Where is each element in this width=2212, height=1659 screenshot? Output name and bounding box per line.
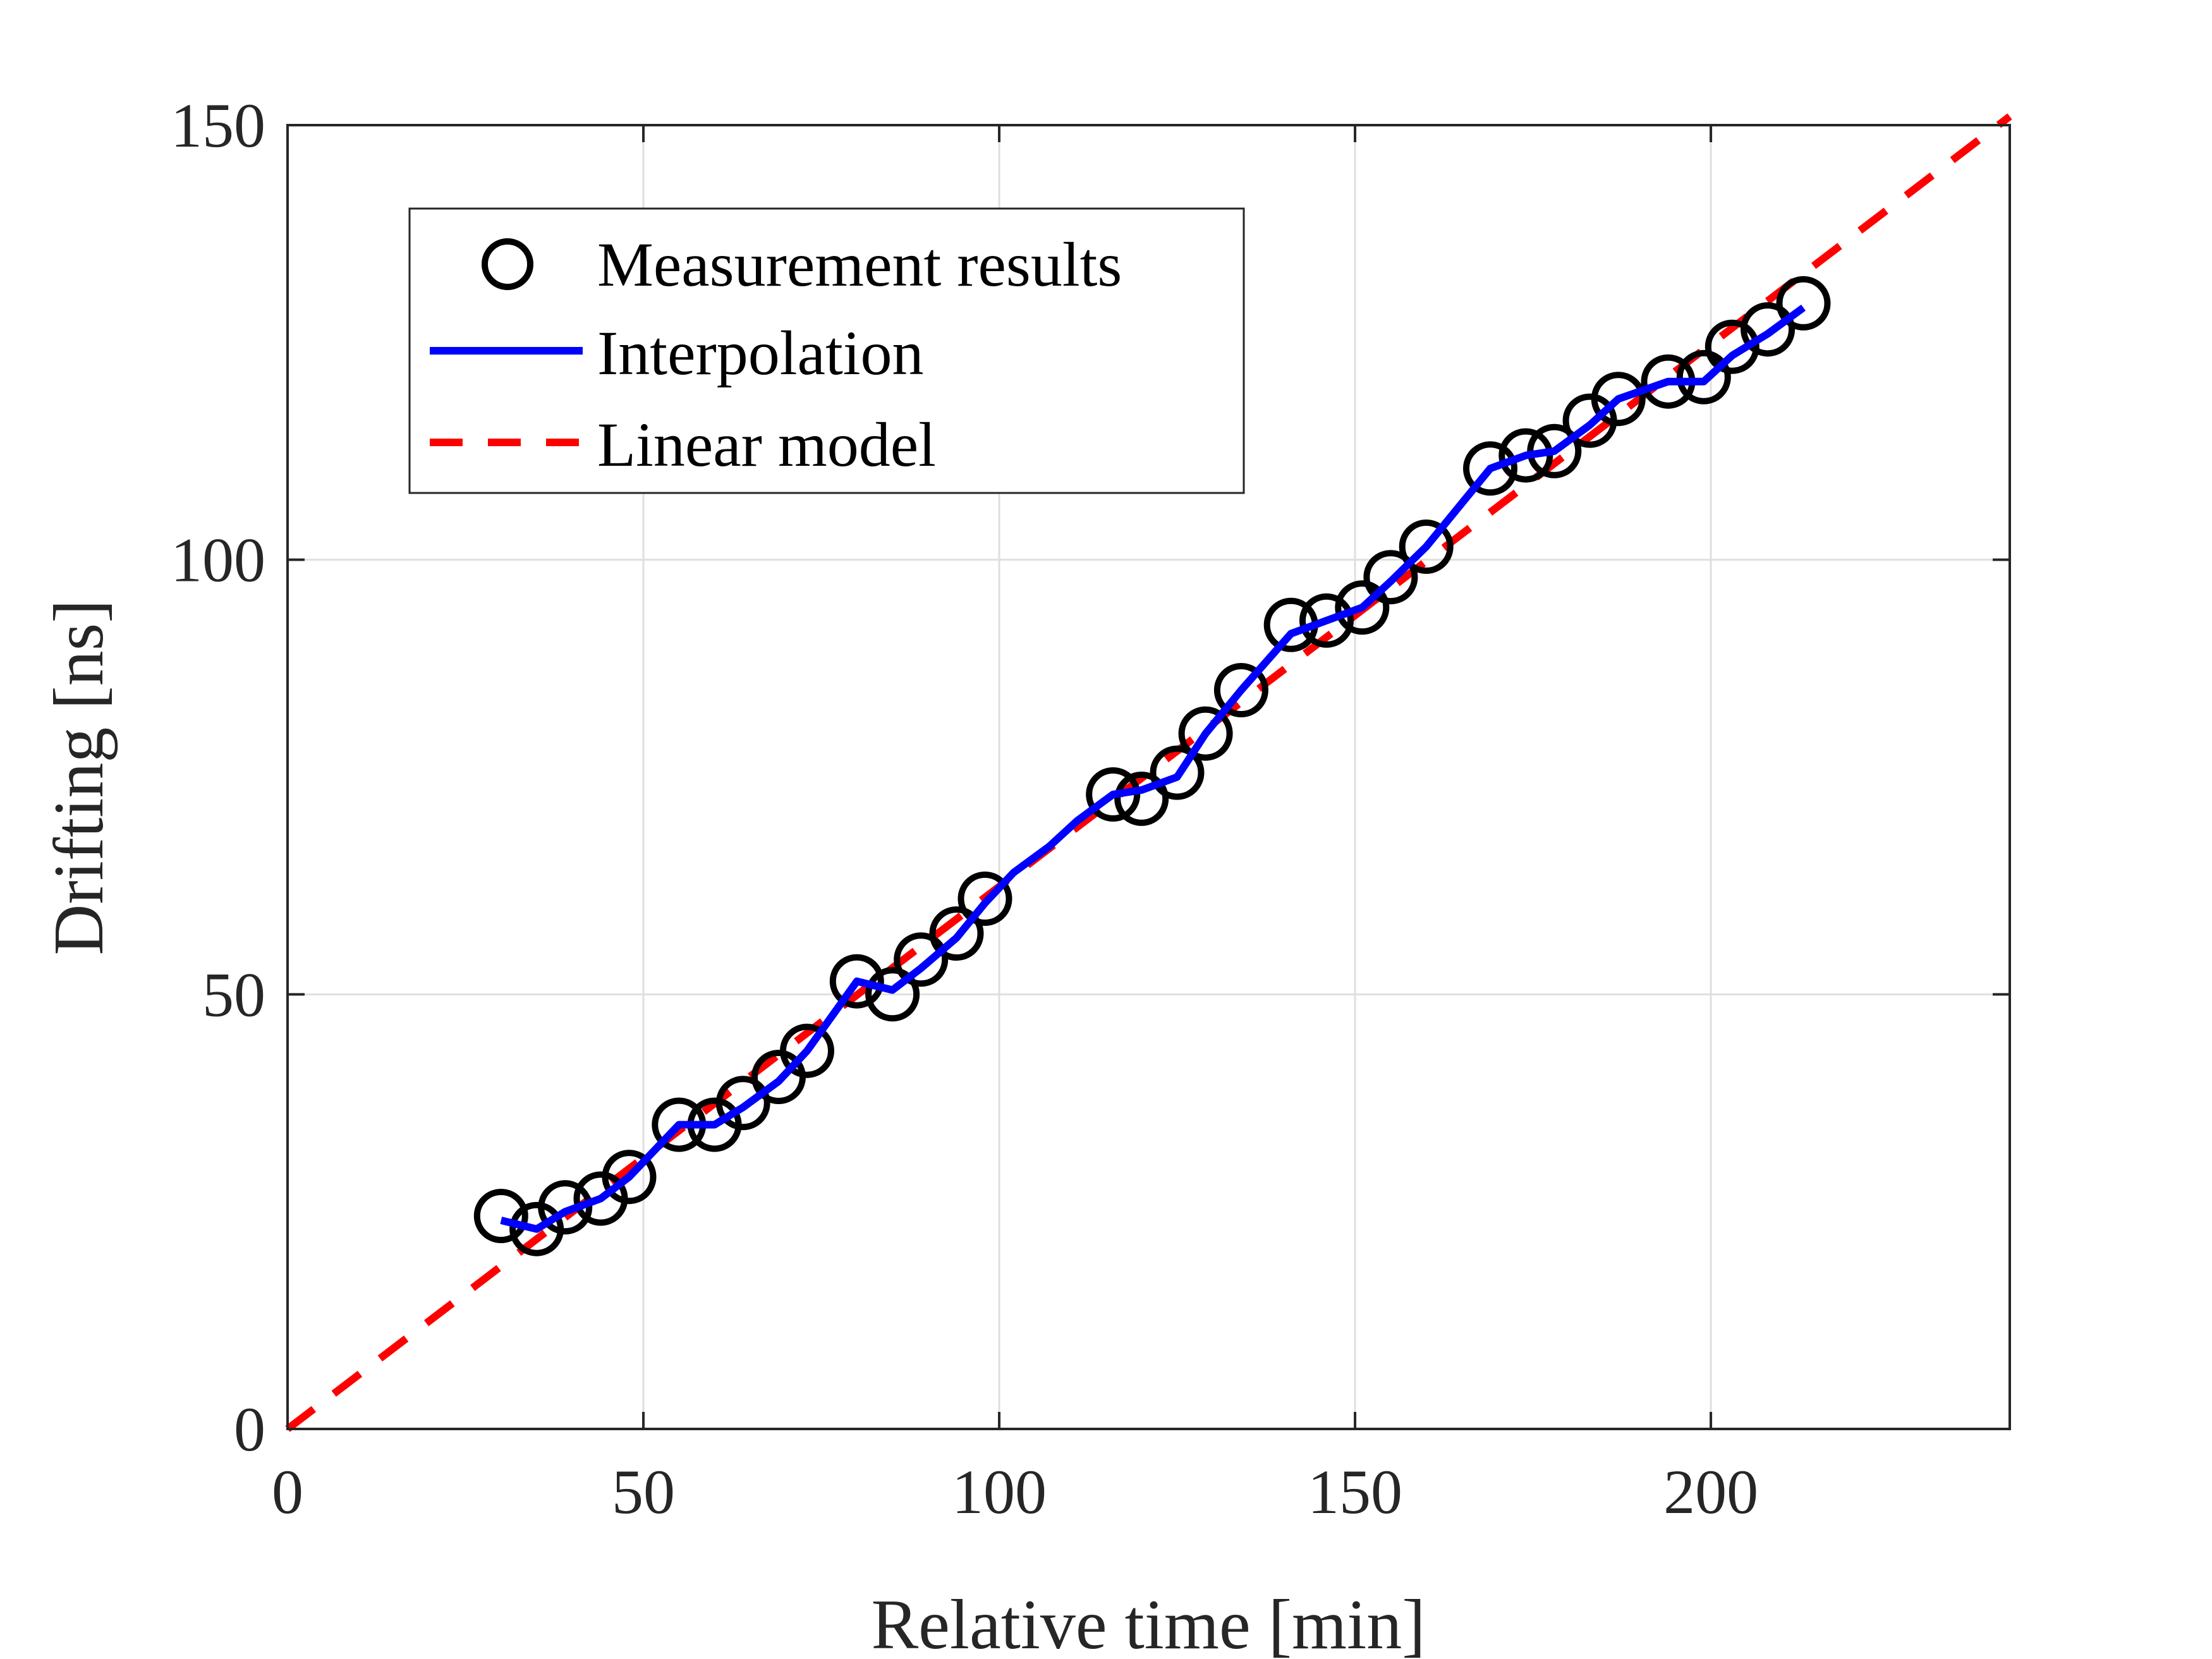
measurement-point [1335, 580, 1390, 635]
series-layer [285, 113, 2012, 1432]
measurement-point [1114, 771, 1169, 826]
measurement-point [473, 1189, 528, 1243]
measurement-point [1150, 745, 1205, 800]
measurement-point [1591, 372, 1646, 427]
measurement-point [1463, 441, 1517, 496]
y-tick-label: 150 [171, 90, 265, 161]
measurement-point [1776, 276, 1831, 331]
y-axis-label: Drifting [ns] [40, 599, 118, 955]
legend-marker-circle-icon [482, 238, 533, 290]
interpolation-line [500, 304, 1806, 1233]
x-tick-label: 100 [952, 1457, 1047, 1527]
measurement-point [1705, 319, 1759, 374]
legend-label-interpolation: Interpolation [597, 318, 924, 388]
axis-ticks [286, 124, 2010, 1430]
measurement-point [829, 954, 884, 1009]
measurement-point [715, 1076, 770, 1131]
y-tick-label: 50 [202, 959, 265, 1030]
measurement-point [1676, 349, 1731, 404]
measurement-point [1299, 593, 1354, 648]
y-tick-label: 0 [234, 1394, 265, 1464]
measurement-point [602, 1150, 657, 1205]
axis-tick-labels: 0 50 100 150 200 0 50 100 150 [171, 90, 1758, 1527]
measurement-point [929, 906, 984, 961]
measurement-point [865, 967, 920, 1022]
x-tick-label: 150 [1308, 1457, 1402, 1527]
legend-label-linear-model: Linear model [597, 410, 936, 480]
measurement-point [1178, 706, 1233, 761]
legend: Measurement results Interpolation Linear… [408, 207, 1245, 494]
measurement-point [780, 1023, 834, 1078]
measurement-point [538, 1180, 593, 1235]
measurement-point [894, 932, 949, 987]
x-tick-label: 50 [612, 1457, 675, 1527]
plot-frame [286, 124, 2011, 1430]
measurement-point [1741, 302, 1796, 357]
measurement-point [1213, 663, 1268, 717]
measurement-point [1363, 550, 1418, 605]
y-tick-label: 100 [171, 525, 265, 595]
legend-label-measurement: Measurement results [597, 229, 1122, 300]
x-tick-label: 200 [1663, 1457, 1758, 1527]
measurement-point [1399, 520, 1454, 574]
x-axis-label: Relative time [min] [871, 1586, 1425, 1659]
x-tick-label: 0 [272, 1457, 303, 1527]
measurement-point [957, 872, 1012, 926]
